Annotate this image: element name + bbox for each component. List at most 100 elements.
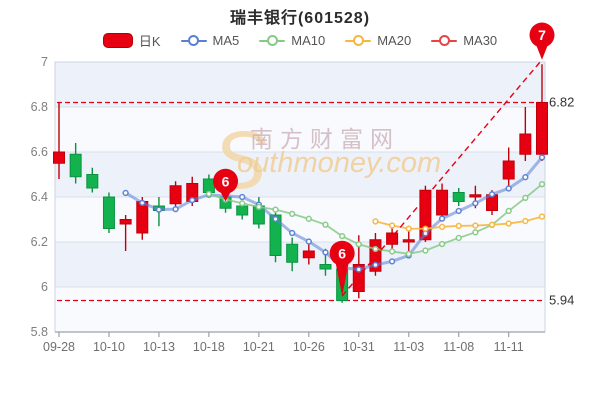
ma-marker-ma10 (322, 221, 329, 228)
candlestick-11-09 (469, 194, 482, 198)
ma-marker-ma10 (505, 207, 512, 215)
candlestick-10-14 (169, 185, 182, 205)
ma-marker-ma5 (189, 197, 196, 204)
chart-legend: 日K MA5 MA10 MA20 MA30 (0, 31, 600, 50)
plot-band (55, 287, 545, 332)
legend-label: MA10 (291, 33, 326, 48)
kline-legend-swatch (102, 33, 133, 48)
ma-marker-ma5 (505, 185, 512, 192)
ma-marker-ma10 (372, 245, 379, 253)
y-tick-label: 5.8 (31, 325, 48, 339)
candlestick-10-18 (202, 178, 215, 193)
price-reference-label: 5.94 (549, 293, 574, 308)
badge-number: 6 (222, 173, 230, 189)
candlestick-10-26 (302, 250, 315, 259)
ma-legend-marker (345, 35, 372, 46)
ma-marker-ma10 (205, 190, 213, 198)
ma-marker-ma10 (438, 240, 446, 248)
candlestick-11-04 (419, 189, 432, 241)
candlestick-11-02 (386, 232, 399, 245)
legend-label: MA20 (377, 33, 412, 48)
candlestick-10-27 (319, 264, 332, 270)
x-tick-label: 10-31 (343, 340, 375, 354)
ma-marker-ma5 (122, 189, 129, 197)
ma-marker-ma10 (538, 181, 546, 188)
ma-marker-ma5 (438, 215, 446, 222)
ma-marker-ma10 (255, 203, 263, 211)
legend-item-ma20[interactable]: MA20 (345, 33, 411, 48)
candlestick-09-30 (86, 174, 99, 189)
watermark-cn-text: 南方财富网 (250, 126, 400, 152)
candlestick-10-31 (352, 264, 365, 292)
y-tick-label: 6 (41, 280, 48, 294)
ma-marker-ma10 (272, 206, 279, 213)
candlestick-10-11 (119, 219, 132, 225)
ma-marker-ma20 (405, 225, 412, 232)
badge-pointer (335, 260, 350, 296)
y-tick-label: 6.6 (31, 145, 48, 159)
candlestick-11-14 (519, 133, 532, 155)
ma-marker-ma10 (422, 247, 429, 254)
x-tick-label: 10-13 (143, 340, 175, 354)
y-tick-label: 6.4 (31, 190, 48, 204)
ma-marker-ma5 (372, 261, 379, 269)
x-tick-label: 10-18 (193, 340, 225, 354)
ma-marker-ma20 (422, 225, 429, 232)
ma-marker-ma5 (388, 258, 396, 265)
ma-marker-ma20 (472, 222, 479, 229)
legend-item-ma5[interactable]: MA5 (180, 33, 240, 48)
ma-marker-ma10 (305, 215, 312, 222)
ma-marker-ma5 (538, 154, 546, 161)
chart-title: 瑞丰银行(601528) (229, 10, 371, 27)
ma-marker-ma5 (172, 206, 179, 213)
watermark-en-text: outhmoney.com (237, 147, 441, 179)
ma-marker-ma5 (139, 199, 146, 207)
ma-marker-ma10 (289, 210, 296, 218)
plot-band (55, 242, 545, 287)
x-tick-label: 10-26 (293, 340, 325, 354)
ma-legend-marker (180, 35, 207, 46)
candlestick-10-24 (269, 214, 282, 256)
legend-item-ma30[interactable]: MA30 (431, 33, 497, 48)
ma-marker-ma5 (155, 206, 163, 213)
legend-label: MA30 (463, 33, 498, 48)
ma-marker-ma5 (322, 249, 329, 256)
ma-marker-ma10 (522, 194, 529, 202)
ma-marker-ma20 (372, 218, 379, 225)
candlestick-10-20 (236, 205, 249, 216)
candlestick-11-03 (402, 239, 415, 243)
legend-item-ma10[interactable]: MA10 (259, 33, 325, 48)
ma-marker-ma5 (272, 215, 279, 223)
legend-item-日k[interactable]: 日K (102, 31, 161, 50)
badge-circle (329, 240, 355, 266)
ma-marker-ma10 (338, 233, 346, 240)
plot-band (55, 62, 545, 107)
plot-band (55, 107, 545, 152)
trend-line (341, 59, 543, 297)
candlestick-10-10 (102, 196, 115, 229)
ma-marker-ma5 (488, 191, 496, 198)
ma-marker-ma10 (239, 200, 246, 207)
ma-marker-ma10 (405, 250, 412, 258)
candlestick-11-11 (502, 160, 515, 180)
ma-marker-ma5 (455, 207, 462, 215)
badge-circle (213, 168, 239, 194)
x-tick-label: 11-08 (443, 340, 474, 354)
ma-marker-ma20 (538, 213, 546, 220)
ma-marker-ma10 (472, 229, 479, 236)
candlestick-10-25 (286, 243, 299, 263)
candlestick-11-15 (535, 102, 548, 155)
legend-label: 日K (138, 34, 161, 49)
x-tick-label: 10-10 (93, 340, 125, 354)
ma-marker-ma10 (455, 234, 462, 242)
legend-label: MA5 (212, 33, 240, 48)
candlestick-11-08 (452, 192, 465, 202)
candlestick-10-12 (136, 201, 149, 234)
badge-number: 6 (338, 245, 346, 261)
x-tick-label: 10-21 (243, 340, 275, 354)
badge-circle (529, 22, 555, 48)
ma-marker-ma5 (355, 266, 362, 273)
ma-legend-marker (431, 35, 458, 46)
